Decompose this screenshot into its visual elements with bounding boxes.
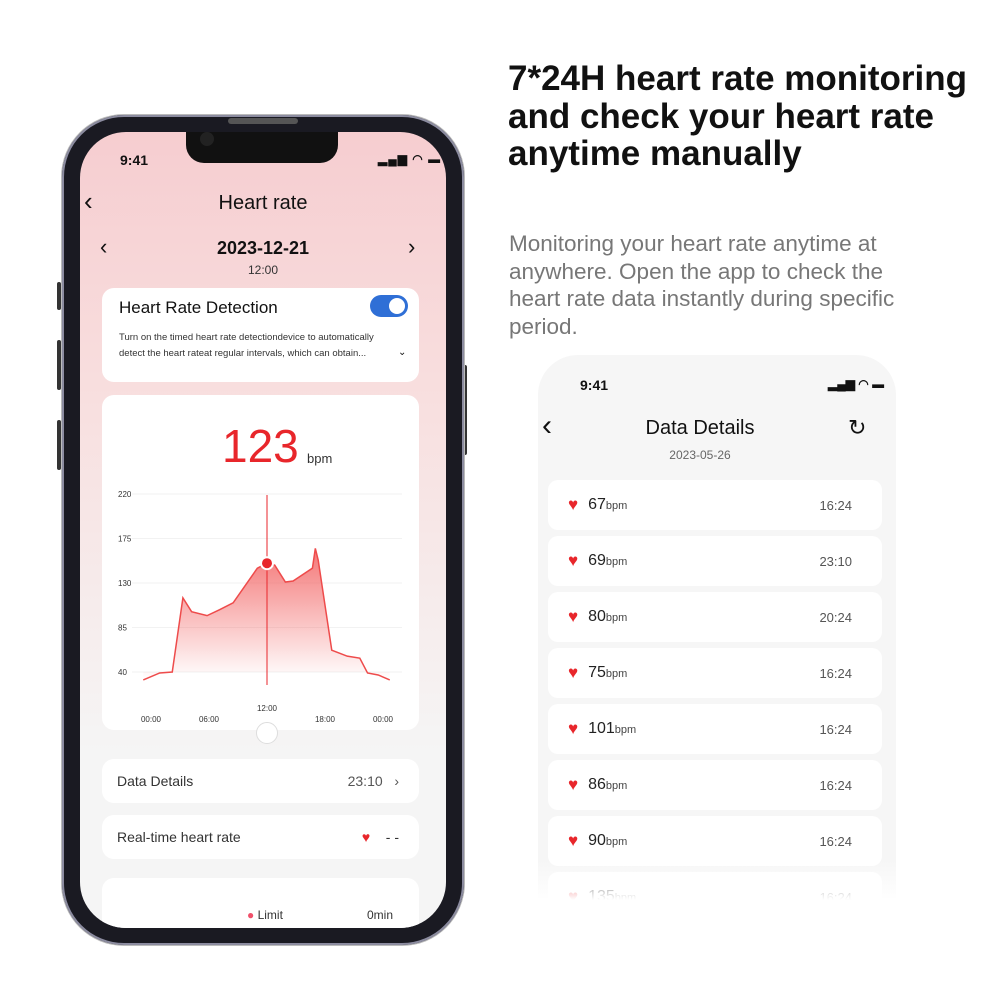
detail-value: 80bpm xyxy=(588,608,628,625)
refresh-icon[interactable]: ↻ xyxy=(848,415,867,440)
chart-line xyxy=(142,548,391,681)
realtime-value: - - xyxy=(385,829,399,845)
date-label: 2023-12-21 xyxy=(216,238,310,258)
chart-card: 123 bpm 220 175 130 85 40 00:00 06:00 12:00 18:0… xyxy=(102,395,419,730)
x-tick-label: 00:00 xyxy=(141,715,162,724)
detection-title: Heart Rate Detection xyxy=(119,298,278,317)
detail-time: 16:24 xyxy=(819,721,852,737)
x-tick-label: 12:00 xyxy=(257,704,278,713)
time-label: 12:00 xyxy=(247,263,279,277)
x-tick-label: 06:00 xyxy=(199,715,220,724)
heart-pulse-icon: ♥ xyxy=(568,719,579,738)
x-tick-label: 00:00 xyxy=(373,715,394,724)
details-date: 2023-05-26 xyxy=(669,448,731,462)
realtime-label: Real-time heart rate xyxy=(117,829,241,845)
detail-time: 16:24 xyxy=(819,665,852,681)
expand-chevron-icon[interactable]: ⌄ xyxy=(398,347,407,358)
heart-pulse-icon: ♥ xyxy=(568,495,579,514)
y-tick-label: 220 xyxy=(118,490,132,499)
bpm-value: 123 xyxy=(222,420,299,472)
status-time: 9:41 xyxy=(120,152,149,168)
limit-value: 0min xyxy=(367,908,394,922)
heart-pulse-icon: ♥ xyxy=(568,607,579,626)
x-tick-label: 18:00 xyxy=(315,715,336,724)
page-title: Heart rate xyxy=(218,192,308,214)
data-details-screen: 9:41 ▂▄▆ ◠ ▬ ‹ Data Details ↻ 2023-05-26… xyxy=(538,355,896,900)
detail-time: 23:10 xyxy=(819,553,852,569)
phone-side-button xyxy=(57,282,61,310)
chevron-right-icon: › xyxy=(394,773,399,789)
detail-value: 75bpm xyxy=(588,664,628,681)
detail-time: 20:24 xyxy=(819,609,852,625)
detail-time: 16:24 xyxy=(819,777,852,793)
limit-legend: ● Limit xyxy=(247,908,283,922)
detail-row[interactable]: ♥ 75bpm 16:24 xyxy=(548,648,882,698)
detail-value: 86bpm xyxy=(588,776,628,793)
detail-value: 90bpm xyxy=(588,832,628,849)
heart-pulse-icon: ♥ xyxy=(568,831,579,850)
details-status-time: 9:41 xyxy=(580,377,609,393)
details-back-icon[interactable]: ‹ xyxy=(542,409,552,442)
y-tick-label: 40 xyxy=(118,668,127,677)
phone-screen: 9:41 ▂▄▆ ◠ ▬ ‹ Heart rate ‹ › 2023-12-21… xyxy=(80,132,446,928)
detail-row[interactable]: ♥ 80bpm 20:24 xyxy=(548,592,882,642)
heart-pulse-icon: ♥ xyxy=(568,775,579,794)
detail-row[interactable]: ♥ 101bpm 16:24 xyxy=(548,704,882,754)
heart-rate-chart[interactable]: 220 175 130 85 40 00:00 06:00 12:00 18:00 00:00 xyxy=(102,395,419,730)
headline: 7*24H heart rate monitoring and check yo… xyxy=(508,59,967,173)
status-icons: ▂▄▆ ◠ ▬ xyxy=(378,152,442,166)
phone-volume-up xyxy=(57,340,61,390)
detection-toggle[interactable] xyxy=(370,295,408,317)
y-tick-label: 130 xyxy=(118,579,132,588)
detail-row[interactable]: ♥ 86bpm 16:24 xyxy=(548,760,882,810)
phone-power-button xyxy=(463,365,467,455)
limit-dot-icon: ● xyxy=(247,908,255,922)
phone-volume-down xyxy=(57,420,61,470)
data-details-label: Data Details xyxy=(117,773,194,789)
back-icon[interactable]: ‹ xyxy=(84,186,93,216)
bpm-unit: bpm xyxy=(307,451,333,466)
prev-date-icon[interactable]: ‹ xyxy=(100,234,108,259)
detail-time: 16:24 xyxy=(819,833,852,849)
next-date-icon[interactable]: › xyxy=(408,234,416,259)
detail-value: 67bpm xyxy=(588,496,628,513)
subtext: Monitoring your heart rate anytime at an… xyxy=(509,231,895,339)
detail-time: 16:24 xyxy=(819,497,852,513)
details-title: Data Details xyxy=(645,417,755,439)
y-tick-label: 85 xyxy=(118,624,127,633)
detail-value: 101bpm xyxy=(588,720,637,737)
heart-pulse-icon: ♥ xyxy=(568,551,579,570)
camera xyxy=(200,132,214,146)
selected-point xyxy=(260,556,274,571)
heart-pulse-icon: ♥ xyxy=(568,663,579,682)
y-tick-label: 175 xyxy=(118,535,132,544)
data-details-row[interactable]: Data Details 23:10 › xyxy=(102,759,419,803)
detail-row[interactable]: ♥ 90bpm 16:24 xyxy=(548,816,882,866)
heart-icon: ♥ xyxy=(361,829,371,845)
detail-row[interactable]: ♥ 69bpm 23:10 xyxy=(548,536,882,586)
detection-desc: Turn on the timed heart rate detectionde… xyxy=(119,332,374,359)
realtime-row[interactable]: Real-time heart rate ♥ - - xyxy=(102,815,419,859)
limit-card: ● Limit 0min xyxy=(102,878,419,928)
detail-value: 69bpm xyxy=(588,552,628,569)
fade-overlay xyxy=(538,860,896,900)
chart-handle[interactable] xyxy=(256,722,278,744)
speaker xyxy=(228,118,298,124)
details-status-icons: ▂▄▆ ◠ ▬ xyxy=(828,377,885,391)
notch xyxy=(186,132,338,163)
detection-card: Heart Rate Detection Turn on the timed h… xyxy=(102,288,419,382)
data-details-value: 23:10 › xyxy=(347,773,399,789)
detail-row[interactable]: ♥ 67bpm 16:24 xyxy=(548,480,882,530)
